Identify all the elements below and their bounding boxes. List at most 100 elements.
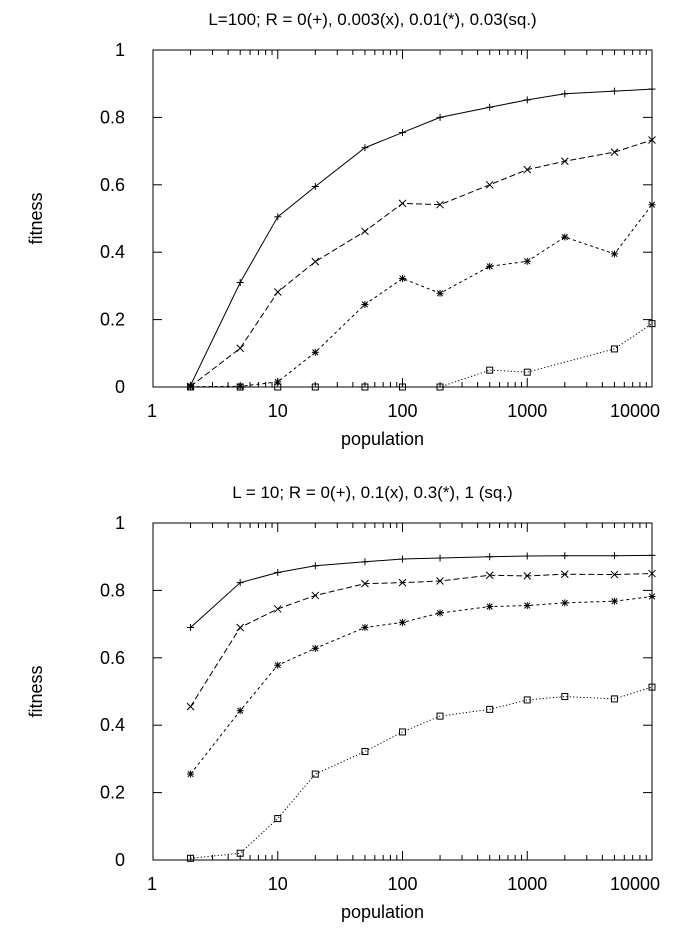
data-point — [187, 623, 195, 631]
data-point — [648, 201, 656, 209]
data-point — [436, 383, 444, 391]
data-point — [187, 770, 195, 778]
x-tick-label: 10 — [268, 874, 288, 894]
data-point — [274, 213, 282, 221]
data-point — [274, 815, 282, 823]
y-tick-label: 0.4 — [100, 715, 125, 735]
data-point — [561, 552, 569, 560]
series-star — [187, 201, 656, 391]
data-point — [561, 693, 569, 701]
series-line — [190, 595, 653, 775]
data-point — [236, 623, 245, 632]
data-point — [399, 618, 406, 626]
y-tick-label: 0.8 — [100, 580, 125, 600]
chart-top: L=100; R = 0(+), 0.003(x), 0.01(*), 0.03… — [26, 10, 660, 449]
x-tick-label: 10000 — [610, 874, 660, 894]
data-point — [523, 572, 532, 580]
data-point — [610, 597, 618, 605]
chart-title: L = 10; R = 0(+), 0.1(x), 0.3(*), 1 (sq.… — [232, 483, 512, 502]
data-point — [311, 257, 320, 266]
y-ticks — [153, 522, 652, 861]
data-point — [311, 591, 320, 600]
y-tick-label: 0.4 — [100, 242, 125, 262]
series-line — [190, 554, 653, 628]
y-axis-label: fitness — [26, 192, 46, 244]
series-x — [186, 569, 656, 711]
y-ticks — [153, 49, 652, 388]
data-point — [361, 558, 369, 566]
data-point — [436, 609, 444, 617]
data-point — [236, 344, 245, 353]
data-point — [311, 562, 319, 570]
data-point — [361, 300, 369, 308]
data-point — [610, 552, 618, 560]
data-point — [399, 728, 406, 736]
data-point — [274, 661, 282, 669]
data-point — [486, 262, 494, 270]
chart-bottom: L = 10; R = 0(+), 0.1(x), 0.3(*), 1 (sq.… — [26, 483, 660, 922]
x-tick-label: 10000 — [610, 401, 660, 421]
data-point — [236, 383, 244, 391]
data-point — [311, 348, 319, 356]
data-point — [399, 383, 406, 391]
x-axis-label: population — [341, 902, 424, 922]
y-tick-label: 0.6 — [100, 175, 125, 195]
series-line — [190, 139, 653, 387]
y-tick-label: 1 — [115, 40, 125, 60]
data-point — [436, 712, 444, 720]
data-point — [648, 136, 656, 144]
data-point — [648, 683, 656, 691]
data-point — [523, 552, 531, 560]
data-point — [485, 180, 494, 189]
x-axis-label: population — [341, 429, 424, 449]
data-point — [398, 578, 407, 587]
x-ticks — [152, 523, 653, 860]
data-point — [648, 551, 656, 559]
data-point — [561, 599, 569, 607]
data-point — [361, 144, 369, 152]
data-point — [436, 113, 444, 121]
data-point — [361, 747, 369, 755]
y-tick-label: 0.2 — [100, 783, 125, 803]
data-point — [648, 592, 656, 600]
data-point — [236, 849, 244, 857]
data-point — [486, 705, 494, 713]
data-point — [361, 579, 369, 588]
data-point — [236, 579, 244, 587]
data-point — [523, 602, 531, 610]
x-tick-label: 10 — [268, 401, 288, 421]
x-tick-label: 1000 — [507, 401, 547, 421]
data-point — [311, 644, 319, 652]
data-point — [273, 288, 282, 296]
data-point — [399, 129, 406, 137]
data-point — [560, 570, 569, 579]
data-point — [361, 623, 369, 631]
data-point — [648, 569, 656, 578]
data-point — [311, 182, 319, 190]
series-square — [187, 320, 656, 391]
data-point — [560, 157, 569, 166]
data-point — [361, 383, 369, 391]
data-point — [523, 257, 531, 265]
data-point — [523, 696, 531, 704]
data-point — [486, 603, 494, 611]
data-point — [523, 368, 531, 376]
data-point — [236, 279, 244, 287]
series-plus — [187, 85, 656, 389]
data-point — [523, 96, 531, 104]
data-point — [648, 320, 656, 328]
y-tick-label: 0 — [115, 850, 125, 870]
data-point — [436, 554, 444, 562]
data-point — [648, 85, 656, 93]
data-point — [274, 569, 282, 577]
data-point — [561, 90, 569, 98]
data-point — [486, 553, 494, 561]
y-tick-label: 1 — [115, 513, 125, 533]
data-point — [236, 707, 244, 715]
plot-frame — [152, 522, 653, 861]
x-tick-label: 100 — [387, 401, 417, 421]
data-point — [610, 148, 619, 156]
series-square — [187, 683, 656, 862]
data-point — [610, 570, 619, 579]
